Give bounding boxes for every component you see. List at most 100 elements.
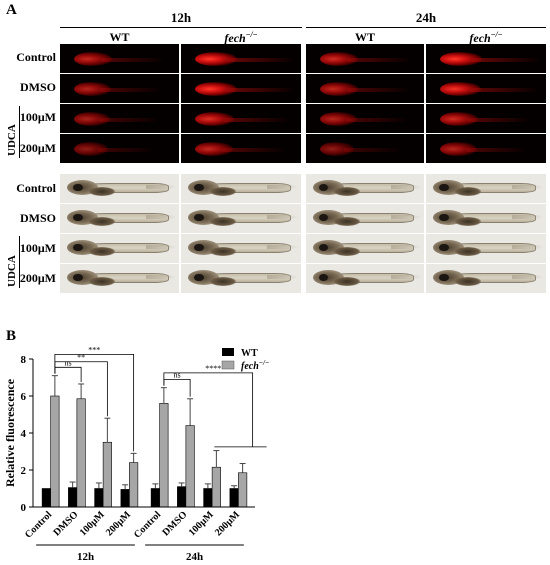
significance-bracket-3 bbox=[163, 378, 191, 397]
panel-a-label: A bbox=[6, 2, 17, 18]
significance-label-0: ns bbox=[64, 358, 71, 367]
group-label-1: 24h bbox=[186, 551, 203, 563]
brightfield-image-100um-fech-24h bbox=[426, 234, 546, 263]
significance-bracket-4 bbox=[163, 372, 254, 447]
row-label-control-fl: Control bbox=[16, 50, 56, 64]
x-tick-label-6: 100μM bbox=[187, 509, 216, 538]
x-tick-label-4: Control bbox=[132, 509, 163, 540]
bar-wt-6 bbox=[203, 488, 213, 508]
y-tick-label-3: 6 bbox=[21, 391, 27, 403]
significance-label-2: *** bbox=[88, 345, 100, 354]
brightfield-image-200um-fech-24h bbox=[426, 264, 546, 293]
bar-fech-5 bbox=[185, 425, 195, 508]
row-label-200um-fl: 200μM bbox=[19, 141, 56, 155]
fluorescence-image-200um-wt-24h bbox=[306, 134, 424, 163]
udca-bracket-bf bbox=[19, 236, 20, 288]
brightfield-image-100um-wt-12h bbox=[60, 234, 179, 263]
brightfield-image-dmso-fech-12h bbox=[181, 204, 301, 233]
x-tick-label-3: 200μM bbox=[104, 509, 133, 538]
fluorescence-image-200um-fech-24h bbox=[426, 134, 546, 163]
bar-fech-0 bbox=[50, 395, 60, 508]
wt-col-12h: WT bbox=[109, 30, 130, 44]
brightfield-image-100um-wt-24h bbox=[306, 234, 424, 263]
significance-label-1: ** bbox=[77, 353, 85, 362]
bar-wt-7 bbox=[229, 488, 239, 508]
bar-fech-3 bbox=[129, 462, 139, 508]
row-label-dmso-bf: DMSO bbox=[20, 211, 56, 225]
fluorescence-image-100um-wt-12h bbox=[60, 104, 179, 133]
x-tick-label-5: DMSO bbox=[161, 509, 190, 538]
brightfield-image-200um-fech-12h bbox=[181, 264, 301, 293]
x-tick-label-7: 200μM bbox=[213, 509, 242, 538]
brightfield-image-control-wt-24h bbox=[306, 174, 424, 203]
bar-wt-3 bbox=[120, 489, 130, 508]
bar-wt-0 bbox=[41, 488, 51, 508]
header-divider-12h bbox=[60, 27, 302, 28]
brightfield-image-control-fech-12h bbox=[181, 174, 301, 203]
row-label-control-bf: Control bbox=[16, 181, 56, 195]
significance-label-4: **** bbox=[205, 364, 221, 373]
row-label-200um-bf: 200μM bbox=[19, 271, 56, 285]
x-tick-label-2: 100μM bbox=[78, 509, 107, 538]
y-axis-title: Relative fluorescence bbox=[3, 378, 17, 487]
x-tick-label-1: DMSO bbox=[52, 509, 81, 538]
row-label-100um-bf: 100μM bbox=[19, 241, 56, 255]
y-tick-label-1: 2 bbox=[21, 465, 27, 477]
fluorescence-image-dmso-fech-12h bbox=[181, 74, 301, 103]
panel-b-label: B bbox=[6, 328, 17, 344]
fluorescence-image-control-fech-12h bbox=[181, 44, 301, 73]
bar-fech-1 bbox=[76, 398, 86, 508]
time-12h-header: 12h bbox=[170, 10, 192, 25]
legend-label-fech: fech−/− bbox=[241, 359, 269, 372]
fech-col-12h: fech−/− bbox=[224, 30, 258, 45]
bar-wt-1 bbox=[68, 487, 78, 508]
fluorescence-image-control-wt-24h bbox=[306, 44, 424, 73]
y-tick-label-2: 4 bbox=[21, 428, 27, 440]
udca-label-bf: UDCA bbox=[6, 255, 18, 287]
bar-wt-4 bbox=[150, 488, 160, 508]
bar-wt-2 bbox=[94, 488, 104, 508]
udca-label-fl: UDCA bbox=[6, 124, 18, 156]
fech-col-24h: fech−/− bbox=[469, 30, 503, 45]
legend-swatch-wt bbox=[222, 348, 234, 356]
brightfield-image-dmso-wt-12h bbox=[60, 204, 179, 233]
y-tick-label-0: 0 bbox=[21, 502, 27, 514]
significance-bracket-0 bbox=[54, 366, 82, 382]
brightfield-image-control-wt-12h bbox=[60, 174, 179, 203]
brightfield-image-200um-wt-24h bbox=[306, 264, 424, 293]
udca-bracket-fl bbox=[19, 106, 20, 158]
bar-fech-7 bbox=[238, 472, 248, 508]
relative-fluorescence-chart: ns ***** ns **** 0 2 4 6 8 Relative fluorescence… bbox=[3, 345, 269, 563]
y-tick-label-4: 8 bbox=[21, 354, 27, 366]
bar-fech-6 bbox=[211, 466, 221, 508]
brightfield-image-dmso-fech-24h bbox=[426, 204, 546, 233]
row-label-100um-fl: 100μM bbox=[19, 110, 56, 124]
fluorescence-image-control-fech-24h bbox=[426, 44, 546, 73]
x-tick-label-0: Control bbox=[23, 509, 54, 540]
fluorescence-image-100um-wt-24h bbox=[306, 104, 424, 133]
fluorescence-image-dmso-fech-24h bbox=[426, 74, 546, 103]
significance-bracket-2 bbox=[54, 353, 135, 452]
bar-fech-2 bbox=[102, 441, 112, 508]
significance-label-3: ns bbox=[173, 370, 180, 379]
brightfield-image-dmso-wt-24h bbox=[306, 204, 424, 233]
legend-label-fech-sup: −/− bbox=[259, 359, 269, 367]
bar-fech-4 bbox=[159, 403, 169, 508]
brightfield-image-200um-wt-12h bbox=[60, 264, 179, 293]
brightfield-image-100um-fech-12h bbox=[181, 234, 301, 263]
time-24h-header: 24h bbox=[415, 10, 437, 25]
group-label-0: 12h bbox=[77, 551, 94, 563]
legend-swatch-fech bbox=[221, 360, 235, 370]
fluorescence-image-dmso-wt-12h bbox=[60, 74, 179, 103]
fluorescence-image-200um-wt-12h bbox=[60, 134, 179, 163]
fluorescence-image-200um-fech-12h bbox=[181, 134, 301, 163]
row-label-dmso-fl: DMSO bbox=[20, 80, 56, 94]
fluorescence-image-dmso-wt-24h bbox=[306, 74, 424, 103]
brightfield-image-control-fech-24h bbox=[426, 174, 546, 203]
fluorescence-image-100um-fech-24h bbox=[426, 104, 546, 133]
header-divider-24h bbox=[306, 27, 546, 28]
bar-wt-5 bbox=[177, 486, 187, 508]
legend-label-wt: WT bbox=[241, 348, 258, 359]
wt-col-24h: WT bbox=[354, 30, 375, 44]
fluorescence-image-100um-fech-12h bbox=[181, 104, 301, 133]
